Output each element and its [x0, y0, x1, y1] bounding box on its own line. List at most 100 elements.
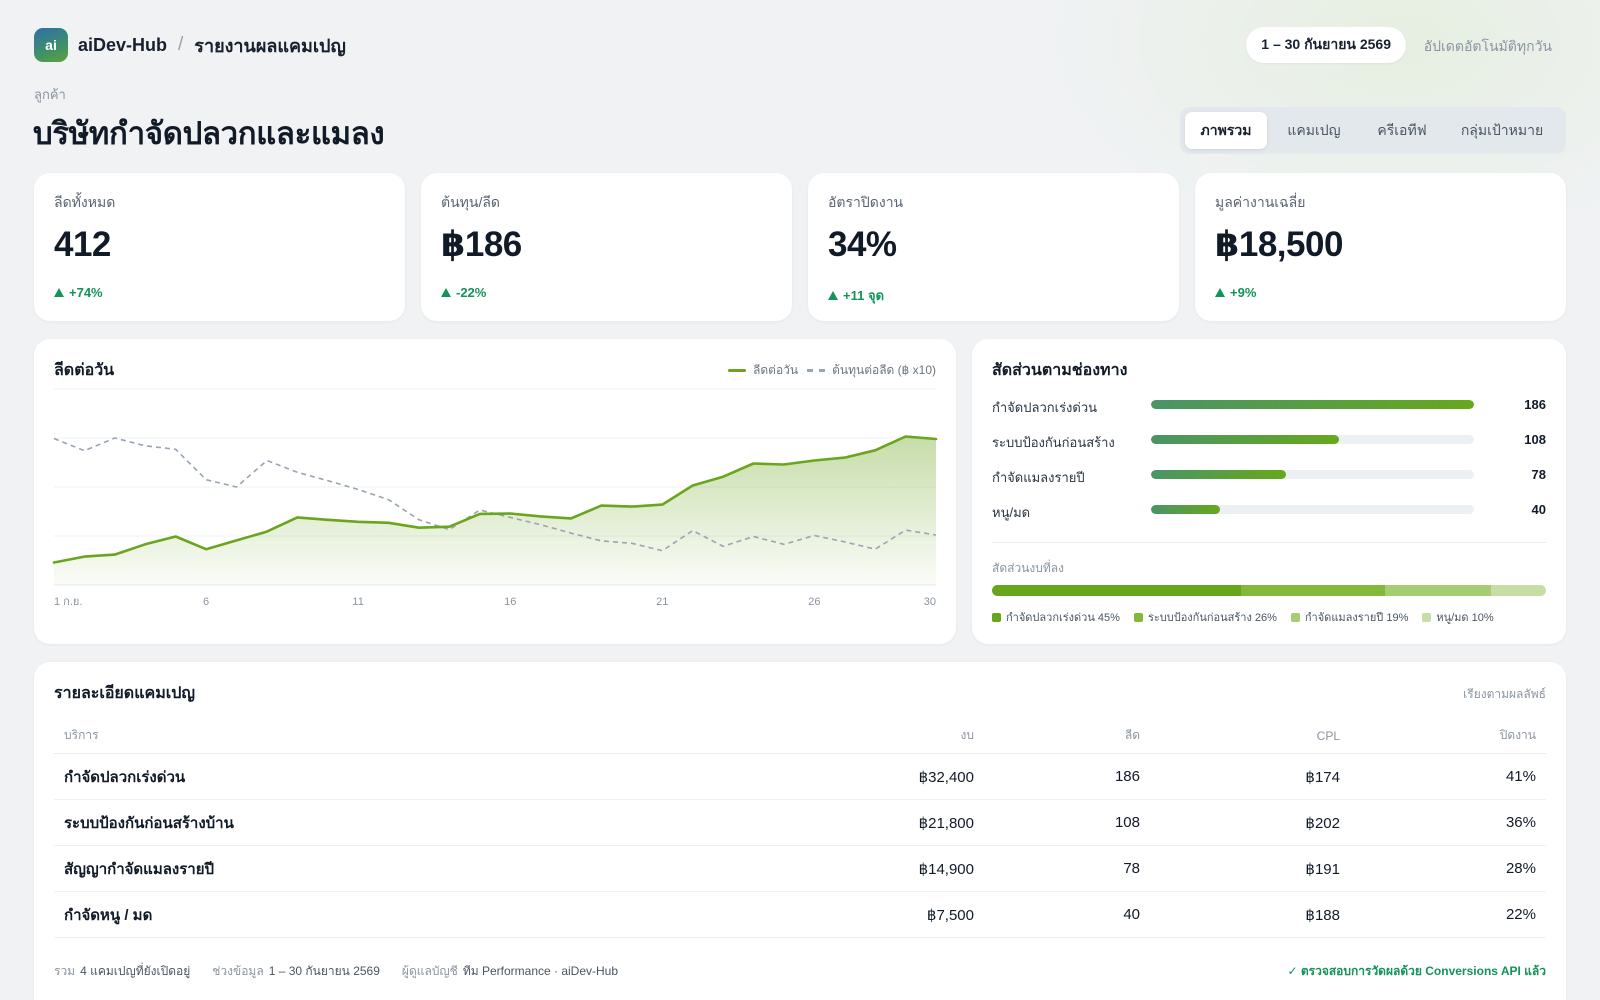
- channel-share-card: สัดส่วนตามช่องทาง กำจัดปลวกเร่งด่วน 186 …: [972, 339, 1566, 644]
- table-row[interactable]: กำจัดปลวกเร่งด่วน ฿32,400 186 ฿174 41%: [54, 754, 1546, 800]
- cell-cpl: ฿202: [1305, 814, 1340, 832]
- divider: [992, 542, 1546, 543]
- kpi-value: 412: [54, 225, 111, 264]
- brand-logo[interactable]: ai: [34, 28, 68, 62]
- legend-label-cost: ต้นทุนต่อลีด (฿ x10): [832, 363, 936, 377]
- footer-owner: ผู้ดูแลบัญชี ทีม Performance · aiDev-Hub: [402, 962, 618, 981]
- kpi-delta: -22%: [441, 285, 486, 300]
- budget-split-label: สัดส่วนงบที่ลง: [992, 561, 1064, 575]
- channel-name: กำจัดแมลงรายปี: [992, 470, 1085, 485]
- footer-range-value: 1 – 30 กันยายน 2569: [268, 964, 380, 978]
- table-row[interactable]: สัญญากำจัดแมลงรายปี ฿14,900 78 ฿191 28%: [54, 846, 1546, 892]
- chart-title: ลีดต่อวัน: [54, 362, 115, 379]
- cell-close-rate: 36%: [1505, 814, 1536, 831]
- cell-cpl: ฿188: [1305, 906, 1340, 924]
- cell-close-rate: 41%: [1505, 768, 1536, 785]
- channel-name: ระบบป้องกันก่อนสร้าง: [992, 435, 1115, 450]
- capi-verified-note: ✓ ตรวจสอบการวัดผลด้วย Conversions API แล…: [1287, 964, 1546, 978]
- kpi-card-cost-per-lead: ต้นทุน/ลีด ฿186 -22%: [421, 173, 792, 321]
- column-header-service[interactable]: บริการ: [64, 728, 99, 742]
- kpi-card-total-leads: ลีดทั้งหมด 412 +74%: [34, 173, 405, 321]
- channel-bar-track: [1151, 400, 1474, 409]
- table-header: บริการ งบ ลีด CPL ปิดงาน: [54, 718, 1546, 754]
- budget-legend-label: ระบบป้องกันก่อนสร้าง 26%: [1147, 612, 1277, 624]
- legend-dot: [1290, 612, 1300, 622]
- campaign-table-title: รายละเอียดแคมเปญ: [54, 685, 196, 702]
- channel-bar-fill: [1151, 400, 1474, 409]
- column-header-cpl[interactable]: CPL: [1316, 728, 1340, 743]
- column-header-budget[interactable]: งบ: [960, 728, 974, 742]
- budget-legend-item: ระบบป้องกันก่อนสร้าง 26%: [1133, 608, 1277, 626]
- cell-service: ระบบป้องกันก่อนสร้างบ้าน: [64, 814, 234, 832]
- column-header-close-rate[interactable]: ปิดงาน: [1499, 728, 1536, 742]
- date-range-picker[interactable]: 1 – 30 กันยายน 2569: [1246, 27, 1406, 63]
- kpi-delta-text: +74%: [69, 285, 103, 300]
- legend-swatch-leads: [728, 369, 746, 372]
- footer-total-value: 4 แคมเปญที่ยังเปิดอยู่: [80, 964, 191, 978]
- legend-dot: [1133, 612, 1143, 622]
- brand-name[interactable]: aiDev-Hub: [78, 34, 168, 55]
- kpi-label: มูลค่างานเฉลี่ย: [1215, 194, 1306, 210]
- x-tick-label: 6: [203, 596, 209, 608]
- table-row[interactable]: กำจัดหนู / มด ฿7,500 40 ฿188 22%: [54, 892, 1546, 938]
- kpi-delta-text: +9%: [1230, 285, 1257, 300]
- cell-service: กำจัดปลวกเร่งด่วน: [64, 768, 186, 786]
- footer-owner-value: ทีม Performance · aiDev-Hub: [462, 964, 619, 978]
- tab-overview[interactable]: ภาพรวม: [1185, 112, 1267, 149]
- footer-range: ช่วงข้อมูล 1 – 30 กันยายน 2569: [212, 962, 380, 981]
- channel-row: กำจัดปลวกเร่งด่วน 186: [992, 395, 1546, 415]
- cell-service: กำจัดหนู / มด: [64, 906, 153, 924]
- cell-service: สัญญากำจัดแมลงรายปี: [64, 860, 215, 878]
- breadcrumb-separator: /: [178, 34, 184, 55]
- channel-row: ระบบป้องกันก่อนสร้าง 108: [992, 430, 1546, 450]
- kpi-delta: +11 จุด: [828, 285, 884, 306]
- tab-campaigns[interactable]: แคมเปญ: [1287, 121, 1341, 138]
- page-title: บริษัทกำจัดปลวกและแมลง: [33, 116, 385, 151]
- channel-bar-track: [1151, 470, 1474, 479]
- auto-update-note: อัปเดตอัตโนมัติทุกวัน: [1423, 38, 1552, 54]
- channel-bar-fill: [1151, 470, 1287, 479]
- cell-close-rate: 22%: [1505, 906, 1536, 923]
- x-tick-label: 21: [656, 596, 668, 608]
- cell-budget: ฿32,400: [918, 768, 974, 786]
- budget-legend-item: หนู/มด 10%: [1422, 608, 1494, 626]
- kpi-label: อัตราปิดงาน: [828, 194, 904, 210]
- channel-name: กำจัดปลวกเร่งด่วน: [992, 400, 1098, 415]
- kpi-value: ฿186: [441, 225, 522, 264]
- cell-cpl: ฿174: [1305, 768, 1340, 786]
- kpi-delta: +74%: [54, 285, 103, 300]
- kpi-value: ฿18,500: [1215, 225, 1343, 264]
- legend-swatch-cost: [807, 369, 826, 372]
- tab-creatives[interactable]: ครีเอทีฟ: [1377, 121, 1427, 138]
- kpi-card-close-rate: อัตราปิดงาน 34% +11 จุด: [808, 173, 1179, 321]
- cell-budget: ฿7,500: [926, 906, 974, 924]
- client-label: ลูกค้า: [34, 87, 66, 102]
- sort-control[interactable]: เรียงตามผลลัพธ์: [1463, 687, 1546, 701]
- footer-total-label: รวม: [54, 964, 76, 978]
- brand[interactable]: ai aiDev-Hub / รายงานผลแคมเปญ: [34, 28, 346, 62]
- budget-legend-label: กำจัดแมลงรายปี 19%: [1304, 612, 1409, 624]
- trend-up-icon: [1215, 288, 1225, 297]
- footer-meta: รวม 4 แคมเปญที่ยังเปิดอยู่ ช่วงข้อมูล 1 – …: [54, 962, 640, 981]
- trend-up-icon: [828, 291, 838, 300]
- leads-area: [54, 436, 936, 585]
- channel-value: 78: [1531, 467, 1546, 482]
- trend-up-icon: [54, 288, 64, 297]
- table-footer: รวม 4 แคมเปญที่ยังเปิดอยู่ ช่วงข้อมูล 1 – …: [54, 962, 1546, 982]
- top-bar: ai aiDev-Hub / รายงานผลแคมเปญ 1 – 30 กัน…: [34, 27, 1566, 63]
- channel-bar-fill: [1151, 435, 1339, 444]
- campaign-details-card: รายละเอียดแคมเปญ เรียงตามผลลัพธ์ บริการ …: [34, 662, 1566, 1000]
- budget-legend-item: กำจัดปลวกเร่งด่วน 45%: [992, 608, 1120, 626]
- channel-value: 40: [1531, 502, 1546, 517]
- daily-leads-chart: 1 ก.ย. 6 11 16 21 26 30: [52, 388, 938, 608]
- series-line-daily-leads: [52, 435, 938, 564]
- kpi-label: ลีดทั้งหมด: [54, 194, 116, 210]
- cell-leads: 78: [1123, 860, 1140, 877]
- table-row[interactable]: ระบบป้องกันก่อนสร้างบ้าน ฿21,800 108 ฿20…: [54, 800, 1546, 846]
- column-header-leads[interactable]: ลีด: [1124, 728, 1140, 742]
- tab-audiences[interactable]: กลุ่มเป้าหมาย: [1460, 121, 1544, 138]
- channel-row: กำจัดแมลงรายปี 78: [992, 465, 1546, 485]
- budget-legend-label: หนู/มด 10%: [1436, 612, 1494, 624]
- channel-bar-fill: [1151, 505, 1221, 514]
- cell-close-rate: 28%: [1505, 860, 1536, 877]
